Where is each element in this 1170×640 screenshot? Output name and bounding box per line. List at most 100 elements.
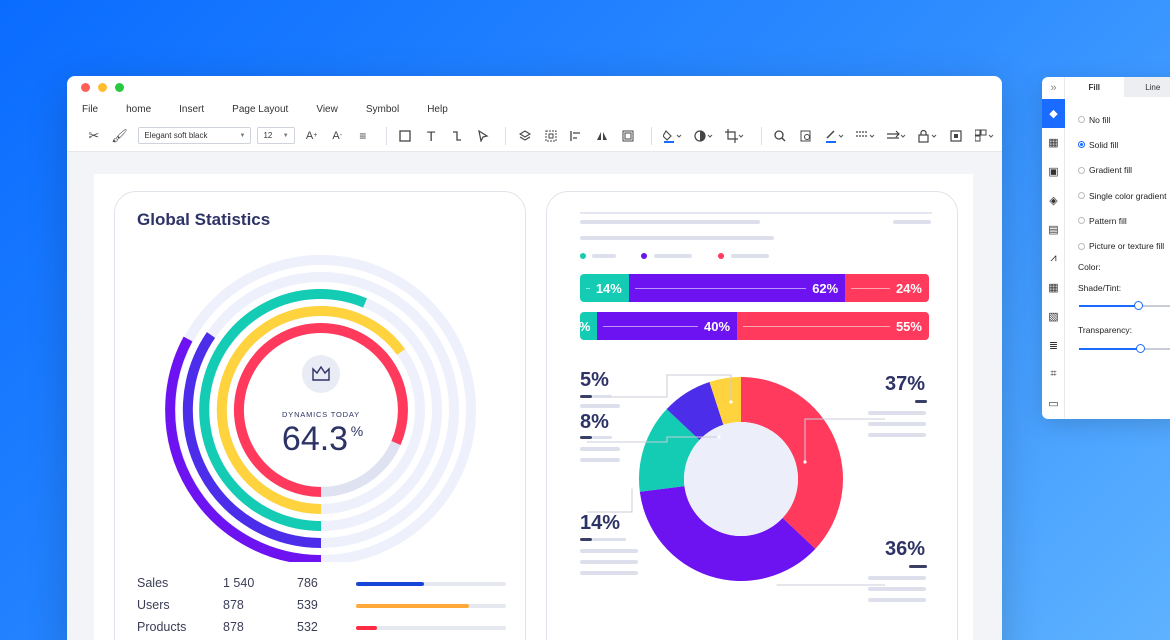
placeholder-line — [580, 549, 638, 553]
canvas-area[interactable]: Global Statistics DYNAMICS TODAY 64.3 — [67, 152, 1002, 640]
chart-icon[interactable]: ⩘ — [1050, 252, 1057, 264]
option-gradient-fill[interactable]: Gradient fill — [1078, 158, 1167, 183]
toolbar-divider — [650, 126, 652, 145]
radio-button[interactable] — [1078, 166, 1085, 174]
bar-segment[interactable]: 14% — [580, 274, 629, 302]
radio-button-selected[interactable] — [1078, 141, 1085, 149]
donut-slice-5[interactable] — [709, 377, 741, 425]
line-style-icon[interactable] — [852, 124, 879, 148]
frame-icon[interactable] — [617, 124, 639, 148]
scan-icon[interactable]: ⌗ — [1050, 368, 1057, 380]
radio-button[interactable] — [1078, 217, 1085, 225]
bar-segment[interactable]: 5% — [580, 312, 598, 340]
close-window-button[interactable] — [81, 82, 90, 92]
option-pattern-fill[interactable]: Pattern fill — [1078, 208, 1167, 233]
fill-bucket-icon[interactable]: ◆ — [1042, 99, 1065, 128]
maximize-window-button[interactable] — [115, 82, 124, 92]
legend-dot-purple — [641, 253, 647, 259]
stacked-bar-1[interactable]: 14% 62% 24% — [580, 274, 929, 302]
pointer-icon[interactable] — [472, 124, 494, 148]
line-color-icon[interactable] — [821, 124, 848, 148]
outline-icon[interactable]: ≣ — [1048, 340, 1059, 352]
stacked-bar-2[interactable]: 5% 40% 55% — [580, 312, 929, 340]
donut-slice-8[interactable] — [666, 381, 724, 440]
crown-badge — [302, 355, 340, 393]
page-icon[interactable]: ▤ — [1048, 224, 1059, 236]
document-icon[interactable]: ▧ — [1048, 311, 1059, 323]
minimize-window-button[interactable] — [98, 82, 107, 92]
option-no-fill[interactable]: No fill — [1078, 107, 1167, 132]
segment-guide-line — [743, 326, 890, 327]
font-family-select[interactable]: Elegant soft black ▼ — [138, 127, 252, 144]
document-page[interactable]: Global Statistics DYNAMICS TODAY 64.3 — [94, 174, 973, 640]
bar-segment-label: 62% — [812, 280, 839, 296]
donut-slice-36[interactable] — [639, 486, 816, 582]
rectangle-icon[interactable] — [395, 124, 417, 148]
option-single-color-gradient[interactable]: Single color gradient — [1078, 183, 1167, 208]
flip-icon[interactable] — [591, 124, 613, 148]
option-solid-fill[interactable]: Solid fill — [1078, 132, 1167, 157]
donut-slice-37[interactable] — [741, 377, 843, 549]
font-size-select[interactable]: 12 ▼ — [257, 127, 295, 144]
menu-home[interactable]: home — [126, 103, 152, 115]
bar-segment-label: 24% — [895, 280, 922, 296]
fill-color-icon[interactable] — [660, 124, 687, 148]
cut-icon[interactable]: ✂ — [88, 127, 100, 143]
crop-icon[interactable] — [722, 124, 749, 148]
format-painter-icon[interactable]: 🖌 — [111, 127, 128, 143]
table-icon[interactable]: ▦ — [1048, 282, 1059, 294]
segment-guide-line — [634, 288, 807, 289]
presentation-icon[interactable]: ▭ — [1048, 398, 1059, 410]
arrow-style-icon[interactable] — [883, 124, 910, 148]
group-icon[interactable] — [540, 124, 562, 148]
fit-icon[interactable] — [945, 124, 967, 148]
transparency-slider[interactable] — [1079, 344, 1170, 354]
option-label: Gradient fill — [1089, 165, 1132, 176]
lock-icon[interactable] — [914, 124, 941, 148]
bar-segment[interactable]: 40% — [597, 312, 738, 340]
slider-fill — [1079, 305, 1139, 307]
align-left-icon[interactable] — [566, 124, 588, 148]
menu-file[interactable]: File — [82, 103, 99, 115]
menu-insert[interactable]: Insert — [179, 103, 205, 115]
placeholder-line — [580, 538, 592, 541]
bar-segment[interactable]: 62% — [628, 274, 846, 302]
increase-font-icon[interactable]: A + — [305, 129, 318, 142]
global-statistics-card[interactable]: Global Statistics DYNAMICS TODAY 64.3 — [114, 191, 526, 640]
bar-segment[interactable]: 24% — [845, 274, 929, 302]
slider-handle[interactable] — [1135, 344, 1145, 353]
radio-button[interactable] — [1078, 242, 1085, 250]
leader-line — [587, 436, 719, 443]
donut-slice-14[interactable] — [639, 409, 700, 492]
radio-button[interactable] — [1078, 192, 1085, 200]
radial-progress-chart[interactable]: DYNAMICS TODAY 64.3 % — [115, 232, 527, 562]
connector-icon[interactable] — [446, 124, 468, 148]
find-replace-icon[interactable] — [795, 124, 817, 148]
menu-help[interactable]: Help — [427, 103, 448, 115]
slider-handle[interactable] — [1134, 301, 1144, 310]
more-tools-icon[interactable] — [971, 124, 998, 148]
shade-tint-slider[interactable] — [1079, 301, 1170, 311]
shape-style-icon[interactable] — [691, 124, 718, 148]
layers-icon[interactable]: ◈ — [1049, 195, 1058, 207]
align-icon[interactable]: ≡ — [359, 128, 367, 143]
menu-symbol[interactable]: Symbol — [365, 103, 400, 115]
layers-icon[interactable] — [514, 124, 536, 148]
tab-fill[interactable]: Fill — [1065, 77, 1124, 97]
chart-card[interactable]: 14% 62% 24% 5% 40% 55% 5% 8% 14% 37% — [546, 191, 958, 640]
tab-line[interactable]: Line — [1123, 77, 1170, 97]
option-label: Pattern fill — [1089, 215, 1127, 226]
grid-icon[interactable]: ▦ — [1048, 137, 1059, 149]
option-picture-texture-fill[interactable]: Picture or texture fill — [1078, 233, 1167, 258]
menu-page-layout[interactable]: Page Layout — [232, 103, 289, 115]
image-icon[interactable]: ▣ — [1048, 166, 1059, 178]
radio-button[interactable] — [1078, 116, 1085, 124]
collapse-panel-icon[interactable]: » — [1050, 82, 1057, 94]
decrease-font-icon[interactable]: A- — [332, 129, 343, 142]
donut-label-37: 37% — [885, 373, 926, 395]
bar-segment[interactable]: 55% — [737, 312, 929, 340]
donut-chart[interactable] — [547, 367, 959, 607]
text-icon[interactable]: T — [426, 127, 436, 144]
menu-view[interactable]: View — [316, 103, 338, 115]
search-icon[interactable] — [770, 124, 792, 148]
